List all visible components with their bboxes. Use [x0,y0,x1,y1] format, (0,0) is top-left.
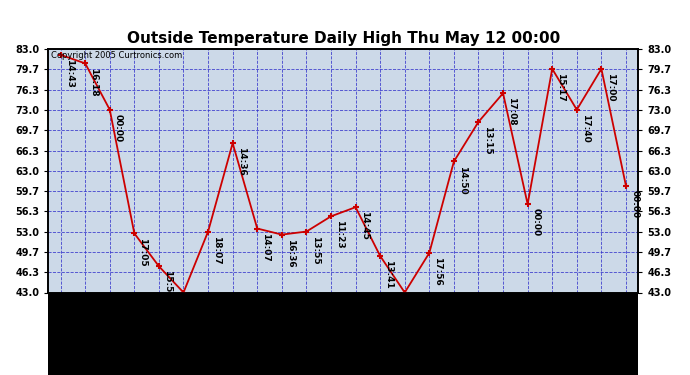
Text: 00:00: 00:00 [532,208,541,236]
Text: 13:15: 13:15 [482,126,492,154]
Text: 18:07: 18:07 [213,236,221,264]
Text: 16:18: 16:18 [89,68,99,96]
Text: Copyright 2005 Curtronics.com: Copyright 2005 Curtronics.com [51,51,182,60]
Text: 15:32: 15:32 [188,297,197,325]
Text: 00:00: 00:00 [630,190,639,218]
Text: 16:36: 16:36 [286,239,295,267]
Text: 14:07: 14:07 [262,232,270,261]
Text: 11:37: 11:37 [409,297,418,326]
Text: 13:41: 13:41 [384,260,393,289]
Text: 15:17: 15:17 [556,73,565,102]
Text: 17:40: 17:40 [581,114,590,142]
Text: 14:43: 14:43 [65,59,74,88]
Text: 17:56: 17:56 [433,257,442,286]
Text: 17:00: 17:00 [606,73,615,102]
Text: 17:05: 17:05 [139,237,148,266]
Text: 14:45: 14:45 [359,211,368,240]
Title: Outside Temperature Daily High Thu May 12 00:00: Outside Temperature Daily High Thu May 1… [127,31,560,46]
Text: 14:50: 14:50 [458,166,467,194]
Text: 11:23: 11:23 [335,220,344,249]
Text: 15:54: 15:54 [163,270,172,299]
Text: 00:00: 00:00 [114,114,123,142]
Text: 14:36: 14:36 [237,147,246,176]
Text: 13:55: 13:55 [310,236,319,264]
Text: 17:08: 17:08 [507,98,516,126]
